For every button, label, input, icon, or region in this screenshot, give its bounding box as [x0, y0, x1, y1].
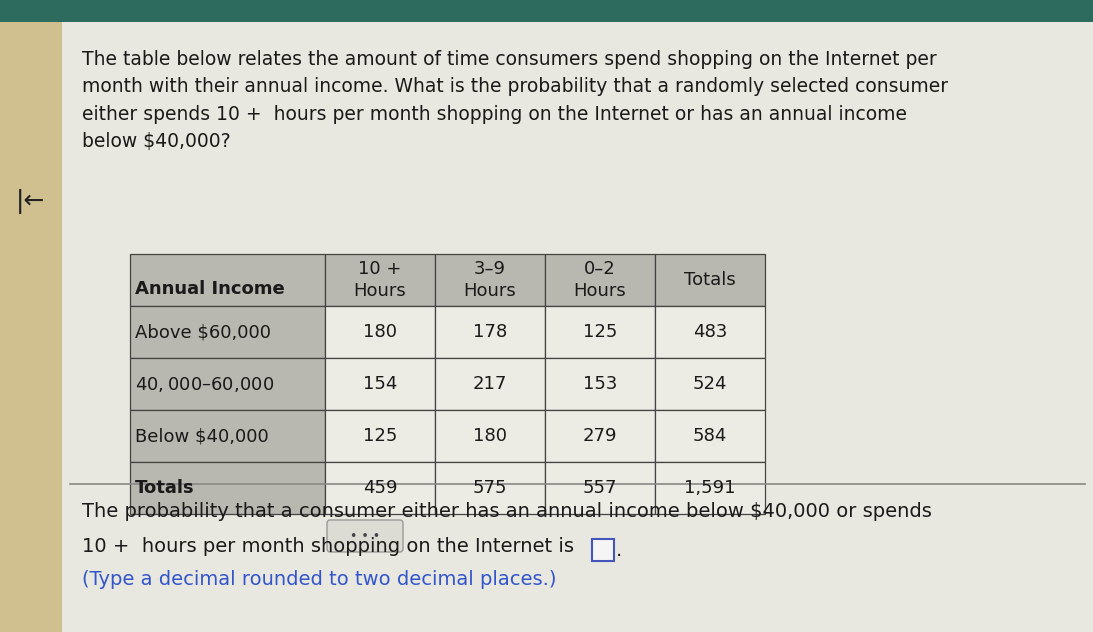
Text: 153: 153	[583, 375, 618, 393]
Text: (Type a decimal rounded to two decimal places.): (Type a decimal rounded to two decimal p…	[82, 570, 556, 589]
Bar	[655, 462, 765, 514]
Text: 125: 125	[363, 427, 397, 445]
Bar	[545, 358, 655, 410]
Bar	[592, 539, 614, 561]
Text: 10 +
Hours: 10 + Hours	[354, 260, 407, 300]
Text: 524: 524	[693, 375, 727, 393]
Text: Above $60,000: Above $60,000	[136, 323, 271, 341]
Text: 180: 180	[363, 323, 397, 341]
Bar	[325, 410, 435, 462]
Bar	[130, 306, 325, 358]
Text: 3–9
Hours: 3–9 Hours	[463, 260, 516, 300]
Bar	[655, 254, 765, 306]
Bar	[655, 306, 765, 358]
Text: Totals: Totals	[684, 271, 736, 289]
Text: 0–2
Hours: 0–2 Hours	[574, 260, 626, 300]
Text: 125: 125	[583, 323, 618, 341]
Text: 483: 483	[693, 323, 727, 341]
Bar	[130, 358, 325, 410]
Bar	[655, 410, 765, 462]
Bar	[545, 410, 655, 462]
Bar	[130, 462, 325, 514]
Text: $40,000 – $60,000: $40,000 – $60,000	[136, 375, 274, 394]
Bar	[545, 462, 655, 514]
FancyBboxPatch shape	[327, 520, 403, 552]
Text: 10 +  hours per month shopping on the Internet is: 10 + hours per month shopping on the Int…	[82, 537, 580, 556]
Text: .: .	[616, 540, 622, 559]
Text: 575: 575	[473, 479, 507, 497]
Bar	[435, 254, 545, 306]
Text: The table below relates the amount of time consumers spend shopping on the Inter: The table below relates the amount of ti…	[82, 50, 948, 151]
Text: 178: 178	[473, 323, 507, 341]
Text: 279: 279	[583, 427, 618, 445]
Text: 1,591: 1,591	[684, 479, 736, 497]
Bar	[435, 410, 545, 462]
Text: |←: |←	[16, 190, 46, 214]
Text: • • •: • • •	[350, 530, 380, 542]
Bar	[435, 358, 545, 410]
Bar	[545, 254, 655, 306]
Bar	[0, 22, 62, 632]
Text: Totals: Totals	[136, 479, 195, 497]
Text: 154: 154	[363, 375, 397, 393]
Bar	[130, 410, 325, 462]
Bar	[435, 306, 545, 358]
Bar	[325, 358, 435, 410]
Bar	[545, 306, 655, 358]
Text: The probability that a consumer either has an annual income below $40,000 or spe: The probability that a consumer either h…	[82, 502, 932, 521]
Text: 459: 459	[363, 479, 397, 497]
Text: 217: 217	[473, 375, 507, 393]
Bar	[435, 462, 545, 514]
Bar	[130, 254, 325, 306]
Bar	[325, 306, 435, 358]
Bar	[325, 254, 435, 306]
Bar	[655, 358, 765, 410]
Text: 180: 180	[473, 427, 507, 445]
Text: 557: 557	[583, 479, 618, 497]
Text: Annual Income: Annual Income	[136, 280, 285, 298]
Text: Below $40,000: Below $40,000	[136, 427, 269, 445]
Bar	[325, 462, 435, 514]
Bar	[0, 22, 62, 632]
Bar	[0, 0, 1093, 22]
Text: 584: 584	[693, 427, 727, 445]
